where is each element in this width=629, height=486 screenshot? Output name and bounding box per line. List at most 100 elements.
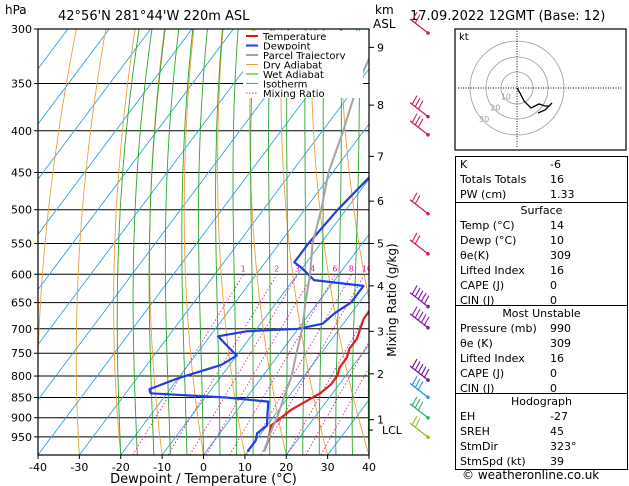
wind-barb-base bbox=[426, 435, 430, 439]
wind-barb bbox=[409, 382, 429, 398]
unstable-row-pressure: Pressure (mb) 990 bbox=[460, 322, 571, 335]
hodograph-unit-label: kt bbox=[459, 32, 469, 43]
wind-barb-base bbox=[426, 415, 430, 420]
isotherm bbox=[203, 233, 369, 455]
height-unit-asl: ASL bbox=[373, 17, 396, 31]
surface-title: Surface bbox=[520, 204, 563, 217]
pressure-tick-label: 950 bbox=[11, 431, 32, 444]
index-row-pw: PW (cm) 1.33 bbox=[460, 188, 575, 201]
lcl-label: LCL bbox=[382, 424, 403, 437]
x-tick-label: 0 bbox=[200, 461, 207, 474]
hodograph-trace bbox=[516, 87, 550, 109]
wind-barb-flag bbox=[420, 366, 427, 376]
pressure-tick-label: 350 bbox=[11, 78, 32, 91]
location-title: 42°56'N 281°44'W 220m ASL bbox=[58, 9, 250, 24]
wind-barb-flag bbox=[411, 95, 418, 105]
x-tick-label: -20 bbox=[112, 461, 130, 474]
wind-barb-flag bbox=[414, 235, 421, 245]
km-tick-label: 6 bbox=[377, 195, 384, 208]
surface-row-cin: CIN (J) 0 bbox=[460, 294, 557, 307]
index-row-totals: Totals Totals 16 bbox=[460, 173, 564, 186]
wind-barb-flag bbox=[414, 398, 421, 409]
legend-bg bbox=[243, 50, 363, 60]
wind-barb-base bbox=[426, 378, 430, 382]
unstable-row-cin: CIN (J) 0 bbox=[460, 382, 557, 395]
legend-bg bbox=[243, 78, 363, 89]
unstable-row-li: Lifted Index 16 bbox=[460, 352, 564, 365]
mixing-ratio-label: 3 bbox=[295, 264, 300, 273]
wind-barb bbox=[409, 102, 429, 118]
mixing-ratio-line bbox=[189, 274, 299, 455]
dry-adiabat bbox=[280, 29, 329, 455]
surface-row-cape: CAPE (J) 0 bbox=[460, 279, 557, 292]
wet-adiabat bbox=[198, 29, 208, 455]
surface-row-dewp: Dewp (°C) 10 bbox=[460, 234, 564, 247]
dry-adiabat bbox=[310, 29, 369, 455]
hodograph-frame bbox=[454, 28, 627, 151]
mixing-ratio-label: 4 bbox=[310, 264, 315, 273]
wet-adiabat bbox=[181, 29, 194, 455]
unstable-row-cape: CAPE (J) 0 bbox=[460, 367, 557, 380]
wind-barb-flag bbox=[411, 306, 418, 316]
wind-barb-flag bbox=[411, 285, 418, 295]
mixing-ratio-line bbox=[167, 274, 278, 455]
pressure-tick-label: 550 bbox=[11, 237, 32, 250]
pressure-tick-label: 850 bbox=[11, 391, 32, 404]
wind-barb-base bbox=[426, 252, 430, 256]
km-tick-label: 9 bbox=[377, 41, 384, 54]
wind-barb-base bbox=[426, 211, 430, 216]
wind-barb-flag bbox=[417, 290, 424, 300]
wet-adiabat bbox=[351, 29, 361, 455]
surface-row-temp: Temp (°C) 14 bbox=[460, 219, 564, 232]
wind-barb-flag bbox=[414, 418, 421, 428]
mixing-ratio-line bbox=[260, 274, 366, 455]
wind-barb-flag bbox=[414, 14, 421, 24]
wet-adiabat bbox=[268, 29, 272, 455]
legend-bg bbox=[243, 59, 363, 70]
surface-row-li: Lifted Index 16 bbox=[460, 264, 564, 277]
credit-text[interactable]: © weatheronline.co.uk bbox=[462, 468, 600, 482]
wind-barb-base bbox=[426, 31, 430, 35]
km-tick-label: 7 bbox=[377, 150, 384, 163]
hodograph-title: Hodograph bbox=[511, 395, 572, 408]
wet-adiabat bbox=[116, 29, 140, 455]
mixing-ratio-label: 8 bbox=[349, 264, 354, 273]
hodograph-ring-label: 10 bbox=[501, 93, 511, 102]
mixing-ratio-label: 10 bbox=[362, 264, 372, 273]
pressure-tick-label: 500 bbox=[11, 204, 32, 217]
wind-barb-flag bbox=[414, 116, 421, 126]
legend-entry: Mixing Ratio bbox=[263, 89, 325, 100]
mixing-ratio-line bbox=[229, 274, 336, 455]
dry-adiabat bbox=[339, 29, 369, 302]
wind-barb-flag bbox=[417, 381, 424, 391]
wind-barb-base bbox=[426, 132, 430, 137]
wind-barb bbox=[409, 199, 429, 215]
hodo-row-stmdir: StmDir 323° bbox=[460, 440, 577, 453]
wind-barb-flag bbox=[417, 311, 424, 321]
km-tick-label: 8 bbox=[377, 99, 384, 112]
legend-entry: Temperature bbox=[262, 32, 326, 43]
x-tick-label: -30 bbox=[70, 461, 88, 474]
isotherm bbox=[38, 29, 110, 125]
unstable-title: Most Unstable bbox=[502, 307, 581, 320]
wind-barb-flag bbox=[417, 100, 424, 110]
mixing-ratio-label: 6 bbox=[332, 264, 337, 273]
wind-barb-flag bbox=[411, 396, 418, 407]
x-tick-label: -10 bbox=[153, 461, 171, 474]
mixing-ratio-label: 2 bbox=[274, 264, 279, 273]
dry-adiabat bbox=[149, 29, 165, 455]
index-row-k: K -6 bbox=[460, 158, 561, 171]
pressure-tick-label: 600 bbox=[11, 268, 32, 281]
isotherm bbox=[38, 29, 358, 455]
wet-adiabat bbox=[215, 29, 223, 455]
surface-table: Surface Temp (°C) 14 Dewp (°C) 10 θe(K) 309… bbox=[455, 202, 628, 309]
legend-bg bbox=[243, 40, 363, 51]
isotherm bbox=[38, 29, 234, 291]
wind-barb-base bbox=[426, 325, 430, 330]
wind-barb-base bbox=[426, 114, 430, 119]
mixing-ratio-label: 20 bbox=[404, 264, 414, 273]
wind-barb-flag bbox=[411, 376, 418, 386]
x-tick-label: 10 bbox=[238, 461, 252, 474]
